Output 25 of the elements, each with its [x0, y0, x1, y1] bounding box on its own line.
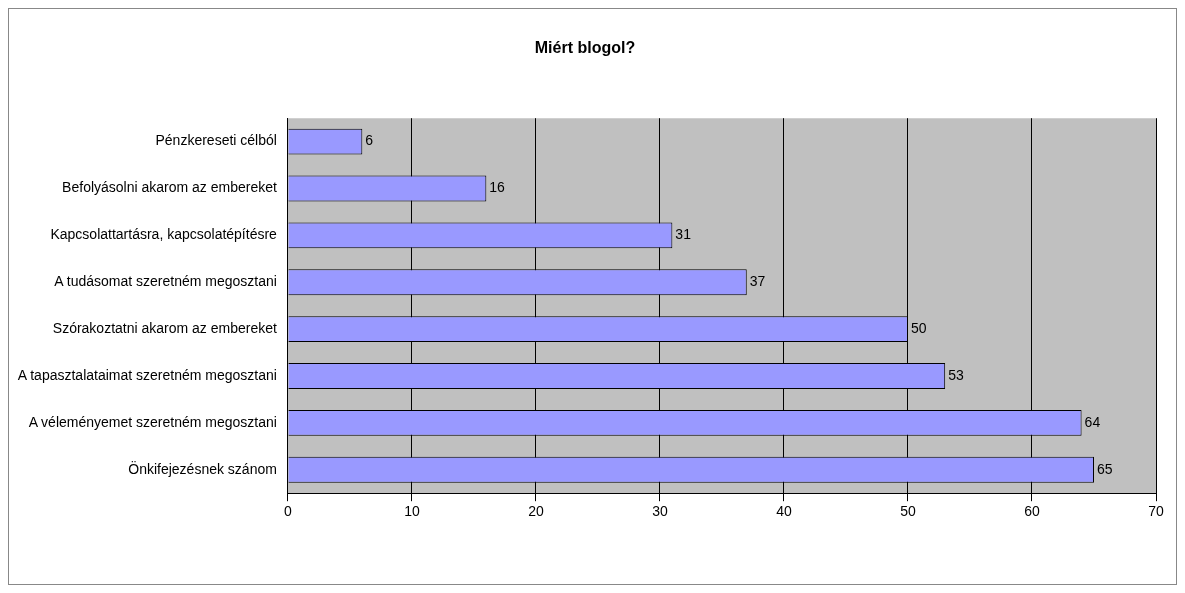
data-label: 16	[489, 179, 506, 196]
x-tick-label: 40	[776, 503, 792, 520]
data-label: 53	[948, 366, 964, 383]
y-tick-label: Szórakoztatni akarom az embereket	[52, 320, 278, 336]
data-label: 6	[365, 132, 374, 149]
y-tick-label: Pénzkereseti célból	[155, 132, 277, 149]
x-tick-label: 10	[404, 503, 420, 520]
y-tick-label: Befolyásolni akarom az embereket	[62, 179, 277, 196]
x-tick-label: 30	[652, 503, 668, 520]
y-tick-label: A véleményemet szeretném megosztani	[28, 413, 277, 430]
y-tick-label: A tudásomat szeretném megosztani	[54, 273, 277, 290]
y-tick-label: Kapcsolattartásra, kapcsolatépítésre	[50, 226, 278, 243]
x-tick-label: 20	[528, 503, 544, 520]
x-tick-label: 0	[284, 503, 292, 520]
data-label: 37	[749, 273, 766, 290]
data-label: 31	[675, 226, 692, 243]
x-tick-label: 50	[900, 503, 916, 520]
data-label: 50	[910, 320, 927, 336]
x-tick-label: 60	[1024, 503, 1040, 520]
y-tick-label: A tapasztalataimat szeretném megosztani	[17, 366, 277, 383]
chart-title: Miért blogol?	[534, 39, 636, 57]
x-tick-label: 70	[1148, 503, 1164, 520]
y-tick-label: Önkifejezésnek szánom	[128, 459, 277, 477]
data-label: 65	[1096, 460, 1113, 477]
data-label: 64	[1084, 413, 1101, 430]
